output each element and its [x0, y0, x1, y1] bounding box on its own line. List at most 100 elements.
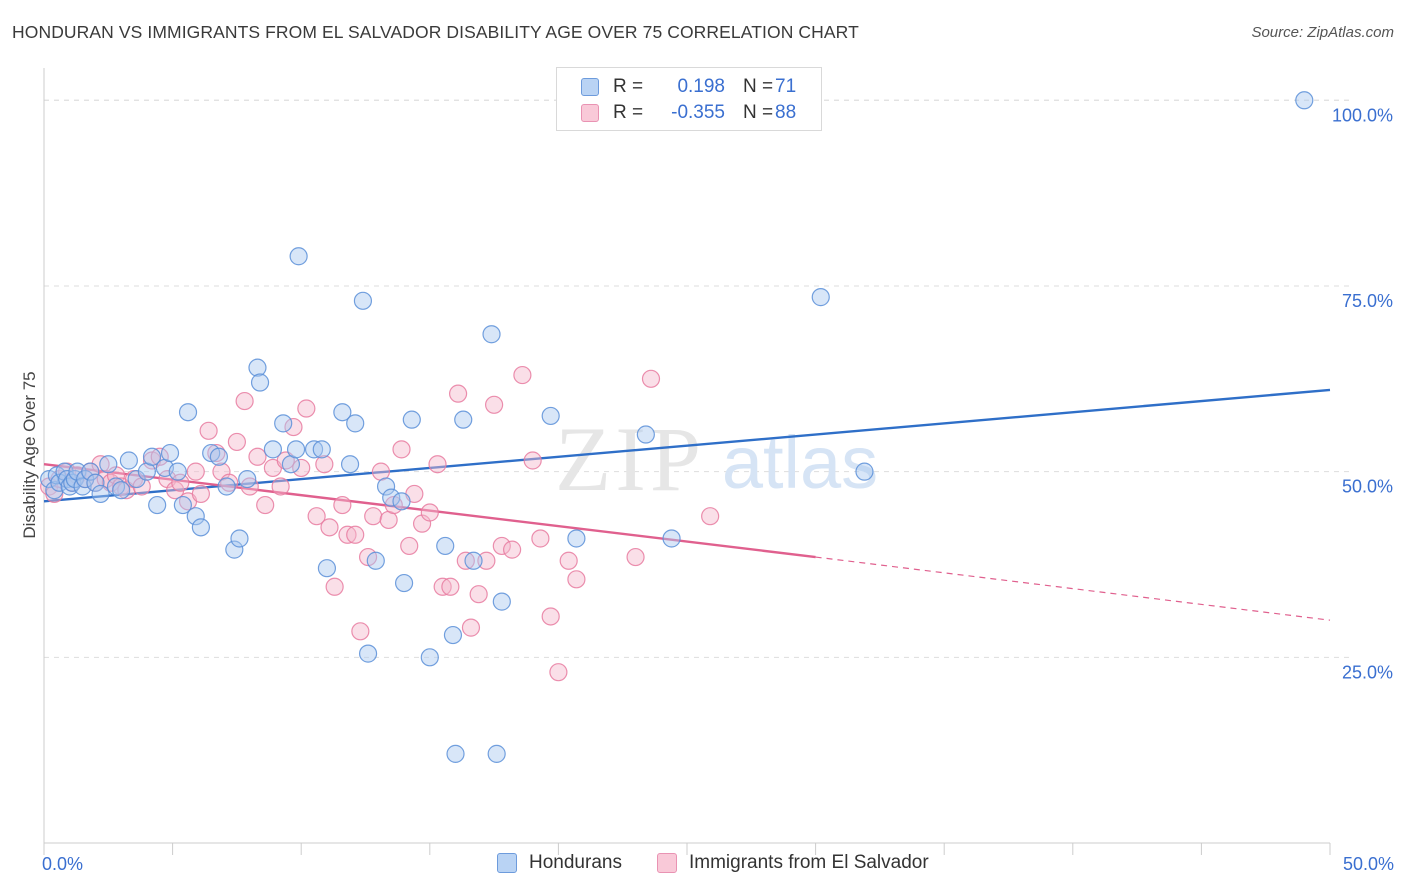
data-point-el-salvador [428, 455, 447, 474]
data-point-hondurans [178, 403, 198, 422]
data-point-hondurans [91, 484, 110, 504]
data-point-hondurans [353, 291, 373, 310]
data-point-el-salvador [199, 421, 218, 440]
axes [43, 68, 1331, 855]
data-point-el-salvador [456, 551, 475, 570]
data-point-el-salvador [469, 585, 488, 604]
series-legend: Hondurans Immigrants from El Salvador [0, 852, 1406, 878]
legend-n-label: N = [743, 76, 774, 97]
trend-line-hondurans [43, 388, 1331, 503]
data-point-hondurans [160, 443, 180, 463]
data-point-el-salvador [292, 458, 311, 478]
data-point-hondurans [86, 473, 105, 492]
data-point-hondurans [286, 440, 306, 459]
data-point-el-salvador [492, 536, 511, 556]
data-point-hondurans [366, 551, 385, 570]
data-point-el-salvador [325, 577, 344, 596]
data-point-hondurans [312, 440, 331, 459]
legend-r-label: R = [613, 102, 644, 123]
data-point-el-salvador [150, 447, 169, 466]
data-point-hondurans [446, 744, 465, 763]
data-point-el-salvador [541, 607, 560, 626]
y-tick-label: 50.0% [1342, 477, 1393, 497]
data-point-hondurans [289, 247, 308, 266]
data-point-hondurans [346, 414, 365, 433]
data-point-el-salvador [531, 529, 550, 548]
watermark-zip: ZIP [555, 408, 705, 510]
y-axis-label: Disability Age Over 75 [20, 371, 39, 539]
data-point-el-salvador [320, 518, 339, 537]
data-point-hondurans [487, 744, 506, 763]
data-point-el-salvador [523, 451, 542, 470]
legend-swatch-pink [657, 853, 677, 873]
data-point-el-salvador [448, 384, 468, 403]
data-point-el-salvador [701, 507, 720, 526]
data-point-hondurans [492, 592, 511, 611]
data-point-hondurans [855, 462, 874, 481]
data-point-hondurans [443, 625, 463, 645]
data-point-hondurans [394, 573, 414, 593]
data-point-hondurans [168, 462, 187, 481]
legend-item-el-salvador[interactable]: Immigrants from El Salvador [657, 852, 929, 874]
y-tick-label: 25.0% [1342, 662, 1393, 682]
legend-r-label: R = [613, 76, 644, 97]
data-point-hondurans [173, 495, 192, 515]
data-point-hondurans [382, 488, 401, 507]
y-tick-label: 100.0% [1332, 105, 1393, 125]
data-point-el-salvador [400, 536, 419, 556]
legend-swatch-blue [581, 78, 599, 96]
data-point-hondurans [81, 462, 100, 481]
legend-row-el-salvador: R = -0.355 N = 88 [581, 101, 796, 125]
data-point-el-salvador [227, 432, 246, 452]
legend-r-value: -0.355 [671, 102, 725, 123]
data-point-el-salvador [297, 399, 316, 418]
data-point-hondurans [142, 447, 162, 466]
data-point-hondurans [186, 507, 205, 526]
legend-swatch-blue [497, 853, 517, 873]
data-point-hondurans [420, 648, 439, 667]
y-tick-label: 75.0% [1342, 291, 1393, 311]
data-point-hondurans [376, 477, 396, 496]
data-point-el-salvador [284, 417, 303, 437]
data-point-hondurans [65, 469, 84, 489]
legend-item-hondurans[interactable]: Hondurans [497, 852, 622, 874]
data-point-hondurans [358, 644, 378, 663]
data-point-hondurans [274, 414, 293, 433]
data-point-el-salvador [433, 577, 452, 596]
data-point-el-salvador [186, 462, 205, 481]
legend-row-hondurans: R = 0.198 N = 71 [581, 75, 796, 99]
data-point-el-salvador [513, 365, 532, 385]
data-point-el-salvador [333, 495, 352, 515]
gridlines [44, 99, 1350, 658]
data-point-hondurans [482, 325, 501, 344]
data-point-el-salvador [235, 391, 254, 411]
data-point-el-salvador [392, 440, 411, 459]
data-point-el-salvador [485, 395, 504, 414]
data-point-hondurans [230, 529, 249, 548]
legend-n-value: 71 [775, 76, 797, 97]
legend-swatch-pink [581, 104, 599, 122]
data-point-el-salvador [641, 369, 661, 388]
data-point-el-salvador [351, 622, 370, 641]
data-point-hondurans [1295, 91, 1314, 110]
data-point-hondurans [304, 440, 324, 459]
data-point-el-salvador [191, 484, 210, 504]
chart-source: Source: ZipAtlas.com [1251, 24, 1394, 41]
data-point-hondurans [436, 536, 455, 556]
data-point-el-salvador [420, 503, 439, 522]
data-point-hondurans [636, 425, 655, 444]
correlation-legend: R = 0.198 N = 71 R = -0.355 N = 88 [556, 67, 822, 131]
data-point-hondurans [225, 540, 244, 559]
data-point-hondurans [112, 481, 131, 500]
data-point-hondurans [217, 477, 236, 496]
data-point-hondurans [148, 495, 167, 515]
watermark: ZIP atlas [555, 408, 878, 510]
data-point-el-salvador [364, 507, 383, 526]
data-point-el-salvador [315, 455, 334, 474]
data-point-hondurans [402, 410, 421, 429]
data-point-hondurans [238, 469, 257, 489]
data-point-el-salvador [248, 447, 267, 466]
watermark-atlas: atlas [722, 421, 878, 504]
data-point-el-salvador [626, 547, 645, 567]
